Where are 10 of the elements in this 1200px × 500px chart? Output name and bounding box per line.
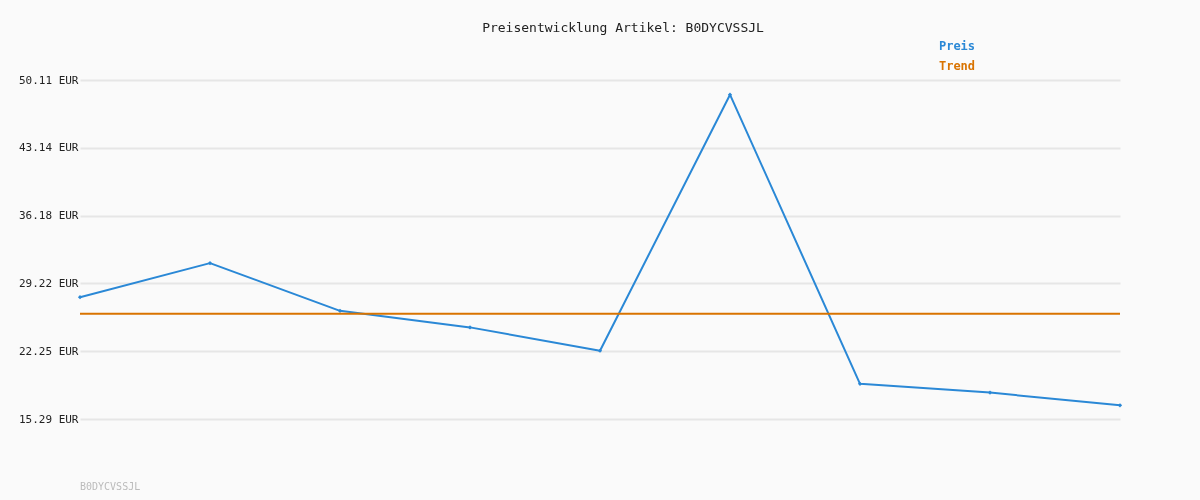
text: Trend [938, 59, 976, 73]
y-tick-label: 15.29 EUR [18, 412, 79, 426]
y-tick-label: 36.18 EUR [18, 209, 79, 223]
text: B0DYCVSSJL [80, 481, 141, 492]
chart-title: Preisentwicklung Artikel: B0DYCVSSJL [482, 20, 765, 35]
text: Preis [938, 39, 976, 53]
y-tick-label: 22.25 EUR [18, 344, 79, 358]
y-tick-label: 29.22 EUR [18, 276, 79, 290]
y-tick-label: 43.14 EUR [18, 141, 79, 155]
y-tick-label: 50.11 EUR [18, 73, 79, 87]
